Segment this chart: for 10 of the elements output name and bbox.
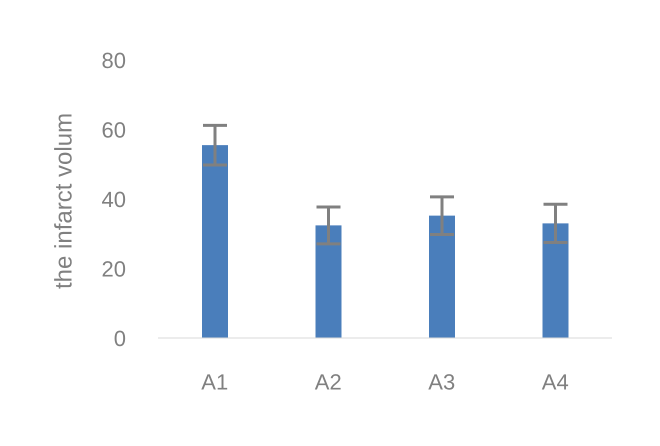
y-tick-label: 60 — [102, 117, 126, 142]
x-tick-label: A3 — [428, 370, 456, 395]
y-tick-label: 80 — [102, 48, 126, 73]
y-axis-title: the infarct volum — [50, 112, 78, 289]
x-tick-label: A1 — [201, 370, 228, 395]
y-tick-label: 20 — [102, 256, 126, 282]
x-tick-label: A2 — [314, 370, 342, 395]
x-tick-label: A4 — [542, 370, 569, 395]
y-tick-label: 0 — [114, 326, 126, 351]
y-tick-label: 40 — [102, 186, 126, 212]
